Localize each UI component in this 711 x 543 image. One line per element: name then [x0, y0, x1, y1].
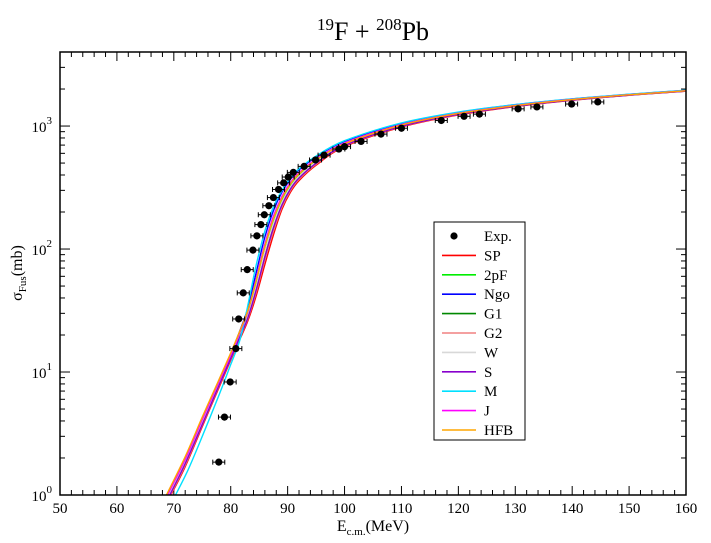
x-axis-label: Ec.m.(MeV)	[337, 518, 409, 538]
series-lines	[165, 89, 686, 495]
exp-data-point	[217, 413, 231, 421]
exp-data-point	[277, 179, 291, 187]
y-label-unit: (mb)	[9, 245, 26, 276]
x-label-main: E	[337, 518, 347, 535]
y-tick-label: 102	[32, 238, 53, 259]
legend-marker-exp	[450, 232, 458, 240]
x-tick-label: 90	[280, 501, 295, 517]
y-tick-label: 101	[32, 361, 53, 382]
exp-data-point	[281, 173, 295, 181]
legend-label: M	[484, 384, 497, 400]
experimental-points	[212, 98, 605, 466]
legend-label-exp: Exp.	[484, 229, 512, 245]
exp-data-point	[338, 143, 352, 151]
exp-data-point	[236, 289, 250, 297]
exp-data-point	[530, 103, 544, 111]
x-label-unit: (MeV)	[366, 518, 410, 535]
x-tick-label: 80	[223, 501, 238, 517]
exp-data-point	[286, 168, 300, 176]
exp-data-point	[374, 130, 388, 138]
x-tick-label: 160	[675, 501, 698, 517]
y-axis-label: σFus(mb)	[9, 245, 29, 301]
exp-data-point	[317, 151, 331, 159]
exp-data-point	[257, 211, 271, 219]
exp-data-point	[472, 110, 486, 118]
x-tick-label: 150	[618, 501, 641, 517]
exp-data-point	[354, 137, 368, 146]
legend-label: Ngo	[484, 287, 510, 303]
x-tick-label: 130	[504, 501, 527, 517]
legend-entry-g1: G1	[442, 307, 502, 323]
legend-entry-hfb: HFB	[442, 423, 513, 439]
exp-data-point	[250, 232, 264, 240]
legend-label: G2	[484, 326, 502, 342]
legend-label: HFB	[484, 423, 513, 439]
legend-label: 2pF	[484, 268, 507, 284]
exp-data-point	[212, 458, 226, 466]
x-tick-label: 110	[390, 501, 412, 517]
title-mass-a: 19	[317, 15, 334, 34]
exp-data-point	[565, 100, 579, 108]
x-tick-label: 120	[447, 501, 470, 517]
x-tick-label: 70	[166, 501, 181, 517]
y-tick-label: 100	[32, 484, 53, 505]
x-tick-label: 140	[561, 501, 584, 517]
exp-data-point	[457, 112, 471, 120]
exp-data-point	[394, 124, 408, 132]
exp-data-point	[262, 202, 276, 210]
legend-entry-sp: SP	[442, 248, 501, 264]
legend-entry-g2: G2	[442, 326, 502, 342]
legend-entry-w: W	[442, 345, 499, 361]
legend-label: S	[484, 365, 492, 381]
title-element-b: Pb	[402, 17, 429, 46]
exp-data-point	[434, 116, 448, 125]
x-tick-label: 100	[333, 501, 356, 517]
y-label-sub: Fus	[17, 276, 29, 292]
exp-data-point	[240, 266, 254, 274]
legend-label: SP	[484, 248, 501, 264]
chart-title: 19F + 208Pb	[317, 15, 429, 46]
x-tick-label: 60	[109, 501, 124, 517]
axis-ticks	[59, 51, 687, 496]
y-tick-labels: 100 101 102 103	[32, 115, 53, 505]
series-line-hfb	[165, 90, 686, 495]
legend-box	[433, 221, 526, 441]
exp-data-point	[266, 193, 280, 202]
legend-entry-m: M	[442, 384, 497, 400]
legend-entry-exp: Exp.	[450, 229, 512, 245]
exp-data-point	[591, 98, 605, 106]
exp-data-point	[232, 315, 246, 323]
exp-data-point	[246, 246, 260, 254]
legend-entry-ngo: Ngo	[442, 287, 510, 303]
legend-entry-2pf: 2pF	[442, 268, 507, 284]
exp-data-point	[511, 105, 525, 113]
x-tick-labels: 50 60 70 80 90 100 110 120 130 140 150 160	[53, 501, 698, 517]
legend-label: W	[484, 345, 499, 361]
exp-data-point	[272, 185, 286, 194]
title-element-a: F +	[334, 17, 376, 46]
y-label-main: σ	[9, 292, 26, 301]
x-label-sub: c.m.	[347, 526, 366, 538]
exp-data-point	[229, 345, 243, 353]
exp-data-point	[223, 378, 237, 386]
exp-data-point	[297, 162, 311, 170]
exp-data-point	[254, 220, 268, 229]
legend-entry-j: J	[442, 404, 490, 420]
legend-entry-s: S	[442, 365, 492, 381]
title-mass-b: 208	[376, 15, 402, 34]
y-tick-label: 103	[32, 115, 53, 136]
legend-label: G1	[484, 307, 502, 323]
x-tick-label: 50	[53, 501, 68, 517]
legend-label: J	[484, 404, 490, 420]
exp-data-point	[309, 156, 323, 164]
plot-frame	[59, 51, 687, 496]
